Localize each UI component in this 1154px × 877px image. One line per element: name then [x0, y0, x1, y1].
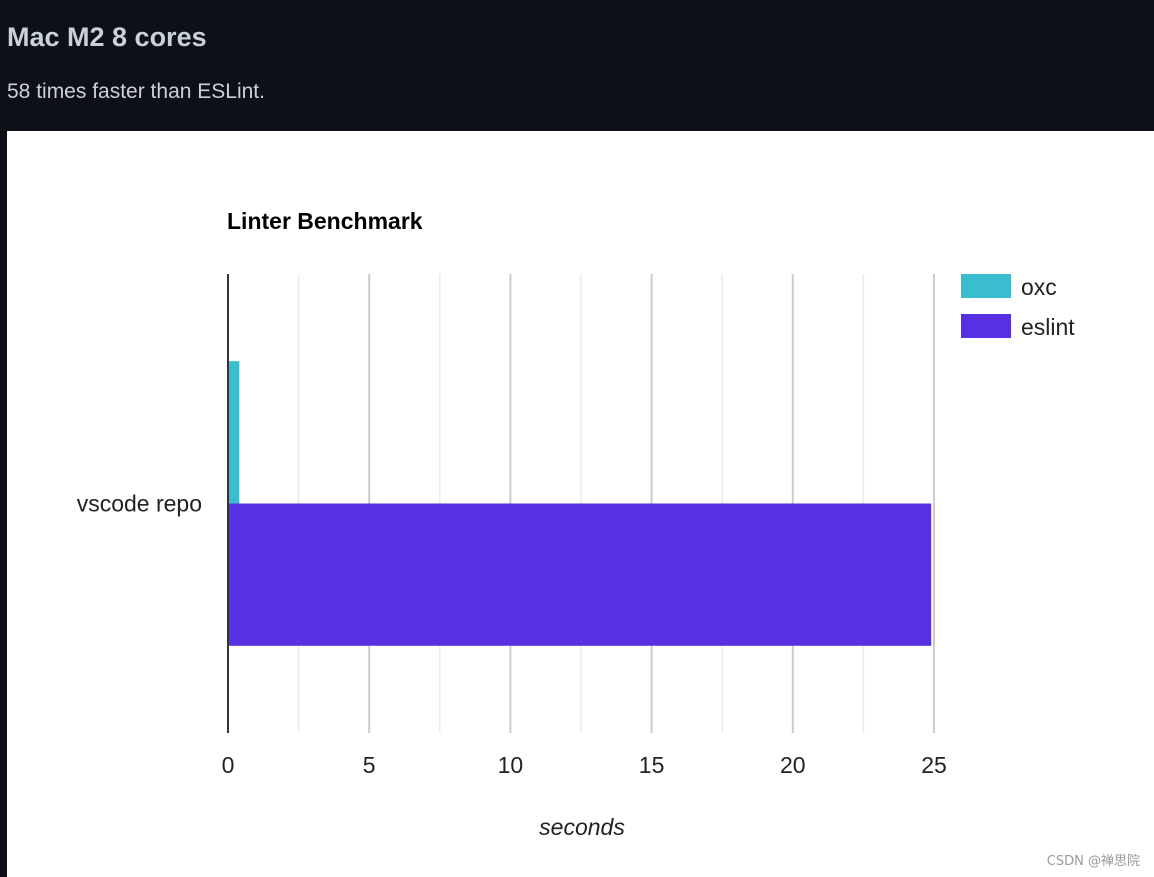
chart-title: Linter Benchmark — [227, 208, 423, 234]
x-tick-label: 0 — [222, 752, 235, 778]
watermark: CSDN @禅思院 — [1046, 854, 1140, 869]
category-labels: vscode repo — [77, 491, 202, 517]
legend-swatch-oxc — [961, 274, 1011, 298]
legend-label-oxc: oxc — [1021, 274, 1057, 300]
legend-swatch-eslint — [961, 314, 1011, 338]
legend-label-eslint: eslint — [1021, 314, 1075, 340]
x-tick-label: 20 — [780, 752, 806, 778]
bar-eslint — [228, 503, 932, 646]
chart-panel: Linter Benchmark 0 5 10 15 20 25 vscode repo … — [7, 131, 1154, 877]
section-description: 58 times faster than ESLint. — [7, 80, 265, 103]
benchmark-chart: Linter Benchmark 0 5 10 15 20 25 vscode repo … — [77, 208, 1076, 840]
x-tick-label: 10 — [498, 752, 524, 778]
legend: oxc eslint — [961, 274, 1075, 340]
category-label: vscode repo — [77, 491, 202, 517]
section-heading: Mac M2 8 cores — [7, 22, 207, 52]
x-tick-label: 15 — [639, 752, 665, 778]
x-axis-label: seconds — [539, 814, 625, 840]
x-tick-label: 25 — [921, 752, 947, 778]
x-tick-label: 5 — [363, 752, 376, 778]
x-tick-labels: 0 5 10 15 20 25 — [222, 752, 947, 778]
bar-oxc — [228, 361, 240, 504]
bars — [228, 361, 932, 646]
